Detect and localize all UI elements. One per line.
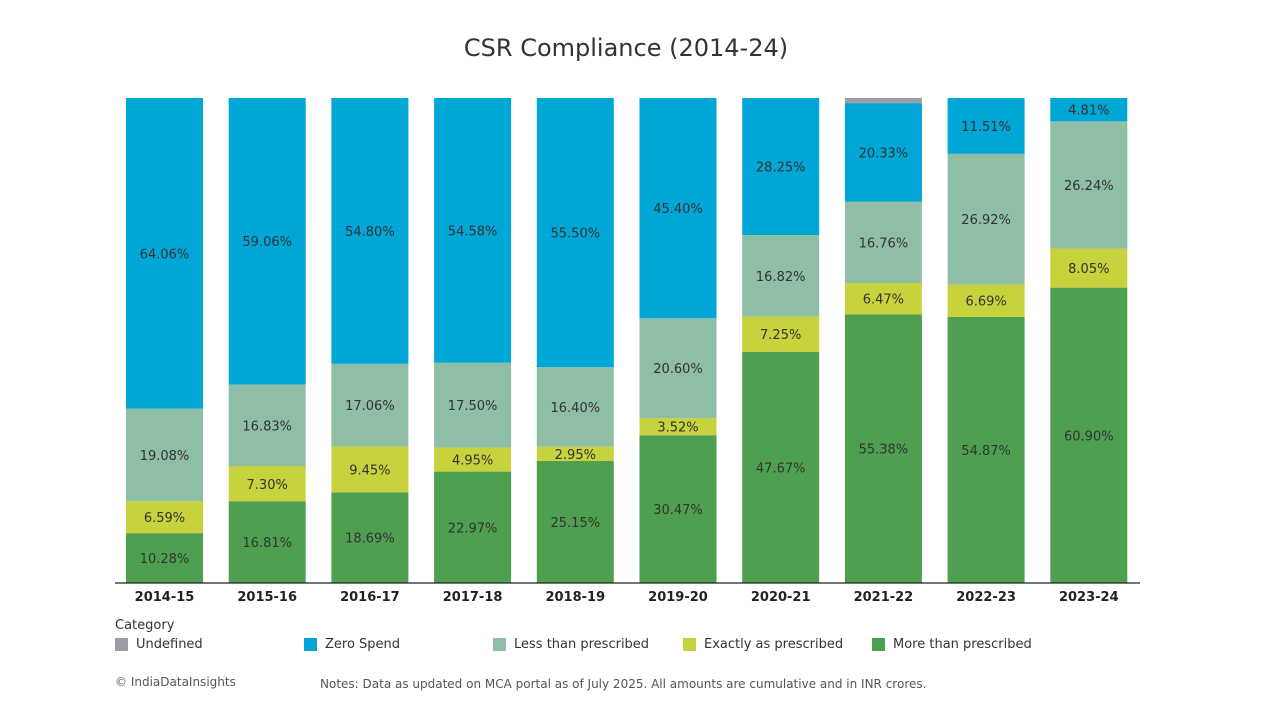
- data-label-exactly-as-prescribed-2021-22: 6.47%: [863, 293, 904, 308]
- data-label-zero-spend-2020-21: 28.25%: [756, 161, 806, 176]
- legend-swatch-less-than-prescribed: [493, 638, 506, 651]
- data-label-exactly-as-prescribed-2018-19: 2.95%: [555, 448, 596, 463]
- x-tick-label-2015-16: 2015-16: [237, 590, 297, 605]
- bars-layer: 10.28% 6.59% 19.08% 64.06% 16.81% 7.30% 16.83%…: [126, 98, 1127, 583]
- data-label-zero-spend-2023-24: 4.81%: [1068, 104, 1109, 119]
- legend-swatch-exactly-as-prescribed: [683, 638, 696, 651]
- legend-label-zero-spend: Zero Spend: [325, 637, 400, 652]
- data-label-less-than-prescribed-2016-17: 17.06%: [345, 399, 395, 414]
- data-label-more-than-prescribed-2015-16: 16.81%: [242, 536, 292, 551]
- data-label-more-than-prescribed-2019-20: 30.47%: [653, 503, 703, 518]
- notes-text: Notes: Data as updated on MCA portal as …: [320, 677, 926, 691]
- data-label-more-than-prescribed-2022-23: 54.87%: [961, 444, 1011, 459]
- legend-item-undefined[interactable]: Undefined: [115, 637, 203, 652]
- legend-item-zero-spend[interactable]: Zero Spend: [304, 637, 400, 652]
- legend-label-exactly-as-prescribed: Exactly as prescribed: [704, 637, 843, 652]
- data-label-more-than-prescribed-2016-17: 18.69%: [345, 532, 395, 547]
- data-label-zero-spend-2017-18: 54.58%: [448, 224, 498, 239]
- data-label-more-than-prescribed-2018-19: 25.15%: [551, 516, 601, 531]
- data-label-exactly-as-prescribed-2017-18: 4.95%: [452, 454, 493, 469]
- data-label-zero-spend-2021-22: 20.33%: [859, 146, 909, 161]
- category-labels: 2014-15 2015-16 2016-17 2017-18 2018-19 2019-…: [135, 590, 1119, 605]
- x-tick-label-2019-20: 2019-20: [648, 590, 708, 605]
- x-tick-label-2016-17: 2016-17: [340, 590, 400, 605]
- data-label-less-than-prescribed-2022-23: 26.92%: [961, 213, 1011, 228]
- x-tick-label-2021-22: 2021-22: [854, 590, 914, 605]
- legend-item-less-than-prescribed[interactable]: Less than prescribed: [493, 637, 649, 652]
- bar-undefined-2021-22[interactable]: [845, 98, 922, 103]
- data-label-less-than-prescribed-2017-18: 17.50%: [448, 399, 498, 414]
- data-label-less-than-prescribed-2023-24: 26.24%: [1064, 179, 1114, 194]
- legend-item-more-than-prescribed[interactable]: More than prescribed: [872, 637, 1032, 652]
- data-label-exactly-as-prescribed-2016-17: 9.45%: [349, 463, 390, 478]
- data-label-zero-spend-2019-20: 45.40%: [653, 202, 703, 217]
- x-tick-label-2020-21: 2020-21: [751, 590, 811, 605]
- legend-title: Category: [115, 618, 174, 633]
- data-label-exactly-as-prescribed-2022-23: 6.69%: [965, 295, 1006, 310]
- legend-item-exactly-as-prescribed[interactable]: Exactly as prescribed: [683, 637, 843, 652]
- data-label-less-than-prescribed-2015-16: 16.83%: [242, 419, 292, 434]
- data-label-zero-spend-2018-19: 55.50%: [551, 227, 601, 242]
- data-label-exactly-as-prescribed-2019-20: 3.52%: [657, 421, 698, 436]
- data-label-more-than-prescribed-2023-24: 60.90%: [1064, 429, 1114, 444]
- data-label-zero-spend-2016-17: 54.80%: [345, 225, 395, 240]
- data-label-more-than-prescribed-2017-18: 22.97%: [448, 521, 498, 536]
- data-label-zero-spend-2014-15: 64.06%: [140, 247, 190, 262]
- data-label-more-than-prescribed-2021-22: 55.38%: [859, 443, 909, 458]
- x-tick-label-2018-19: 2018-19: [545, 590, 605, 605]
- legend-swatch-more-than-prescribed: [872, 638, 885, 651]
- data-label-zero-spend-2015-16: 59.06%: [242, 235, 292, 250]
- data-label-exactly-as-prescribed-2014-15: 6.59%: [144, 511, 185, 526]
- data-label-more-than-prescribed-2020-21: 47.67%: [756, 461, 806, 476]
- legend-label-more-than-prescribed: More than prescribed: [893, 637, 1032, 652]
- data-label-less-than-prescribed-2019-20: 20.60%: [653, 362, 703, 377]
- legend-label-less-than-prescribed: Less than prescribed: [514, 637, 649, 652]
- data-label-exactly-as-prescribed-2020-21: 7.25%: [760, 328, 801, 343]
- x-tick-label-2022-23: 2022-23: [956, 590, 1016, 605]
- data-label-less-than-prescribed-2018-19: 16.40%: [551, 401, 601, 416]
- data-label-exactly-as-prescribed-2015-16: 7.30%: [247, 478, 288, 493]
- x-tick-label-2023-24: 2023-24: [1059, 590, 1119, 605]
- data-label-less-than-prescribed-2021-22: 16.76%: [859, 236, 909, 251]
- data-label-exactly-as-prescribed-2023-24: 8.05%: [1068, 262, 1109, 277]
- data-label-zero-spend-2022-23: 11.51%: [961, 120, 1011, 135]
- data-label-less-than-prescribed-2014-15: 19.08%: [140, 449, 190, 464]
- stacked-bar-chart: 10.28% 6.59% 19.08% 64.06% 16.81% 7.30% 16.83%…: [0, 0, 1280, 720]
- x-tick-label-2014-15: 2014-15: [135, 590, 195, 605]
- x-tick-label-2017-18: 2017-18: [443, 590, 503, 605]
- legend-swatch-zero-spend: [304, 638, 317, 651]
- copyright-text: © IndiaDataInsights: [115, 675, 236, 689]
- data-label-less-than-prescribed-2020-21: 16.82%: [756, 270, 806, 285]
- data-label-more-than-prescribed-2014-15: 10.28%: [140, 552, 190, 567]
- legend-label-undefined: Undefined: [136, 637, 203, 652]
- legend-swatch-undefined: [115, 638, 128, 651]
